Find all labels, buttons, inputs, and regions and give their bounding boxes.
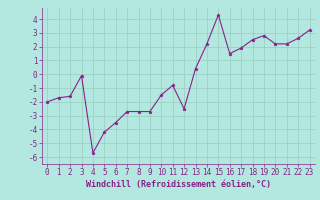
X-axis label: Windchill (Refroidissement éolien,°C): Windchill (Refroidissement éolien,°C) bbox=[86, 180, 271, 189]
